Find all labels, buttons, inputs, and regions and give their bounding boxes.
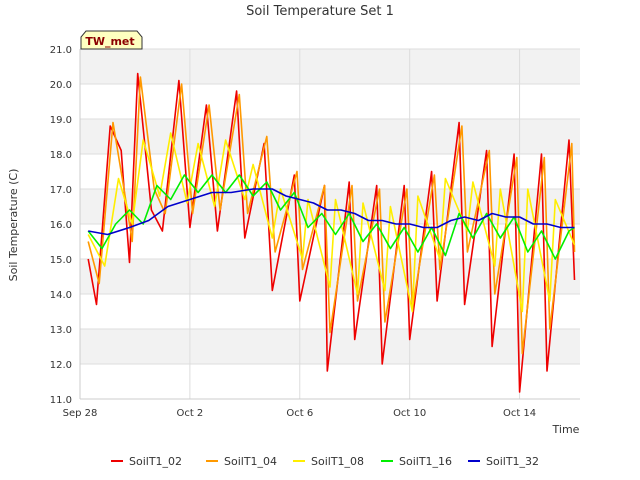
y-tick-label: 13.0 bbox=[50, 325, 72, 336]
series-line-soilt1-02 bbox=[87, 72, 576, 393]
x-tick-label: Sep 28 bbox=[63, 408, 98, 419]
x-tick-label: Oct 10 bbox=[393, 408, 426, 419]
series-line-soilt1-32 bbox=[88, 188, 575, 236]
legend: SoilT1_02 SoilT1_04 SoilT1_08 SoilT1_16 Soil… bbox=[111, 455, 539, 468]
y-axis-label: Soil Temperature (C) bbox=[7, 169, 20, 282]
series-line-soilt1-08 bbox=[87, 132, 576, 313]
y-tick-label: 16.0 bbox=[50, 220, 72, 231]
plot-band bbox=[80, 49, 580, 84]
x-tick-label: Oct 2 bbox=[176, 408, 203, 419]
plot-band bbox=[80, 119, 580, 154]
y-tick-label: 19.0 bbox=[50, 115, 72, 126]
y-tick-label: 18.0 bbox=[50, 150, 72, 161]
y-tick-label: 21.0 bbox=[50, 45, 72, 56]
y-tick-label: 11.0 bbox=[50, 395, 72, 406]
chart-title: Soil Temperature Set 1 bbox=[246, 4, 394, 19]
legend-label-soilt1-04: SoilT1_04 bbox=[224, 455, 277, 468]
legend-label-soilt1-02: SoilT1_02 bbox=[129, 455, 182, 468]
axes: 11.0 12.0 13.0 14.0 15.0 16.0 17.0 18.0 19.0 20.0… bbox=[50, 45, 580, 419]
legend-label-soilt1-32: SoilT1_32 bbox=[486, 455, 539, 468]
x-tick-label: Oct 14 bbox=[503, 408, 536, 419]
x-tick-label: Oct 6 bbox=[286, 408, 313, 419]
y-tick-label: 14.0 bbox=[50, 290, 72, 301]
series-line-soilt1-04 bbox=[87, 76, 576, 355]
series-lines bbox=[87, 72, 576, 393]
y-tick-label: 12.0 bbox=[50, 360, 72, 371]
badge-label: TW_met bbox=[85, 35, 134, 48]
x-axis-label: Time bbox=[552, 423, 580, 436]
y-tick-label: 15.0 bbox=[50, 255, 72, 266]
series-line-soilt1-16 bbox=[87, 174, 575, 260]
legend-label-soilt1-16: SoilT1_16 bbox=[399, 455, 452, 468]
y-tick-label: 17.0 bbox=[50, 185, 72, 196]
tw-met-badge: TW_met bbox=[80, 30, 143, 50]
y-tick-label: 20.0 bbox=[50, 80, 72, 91]
legend-label-soilt1-08: SoilT1_08 bbox=[311, 455, 364, 468]
badge-shape bbox=[80, 30, 143, 50]
